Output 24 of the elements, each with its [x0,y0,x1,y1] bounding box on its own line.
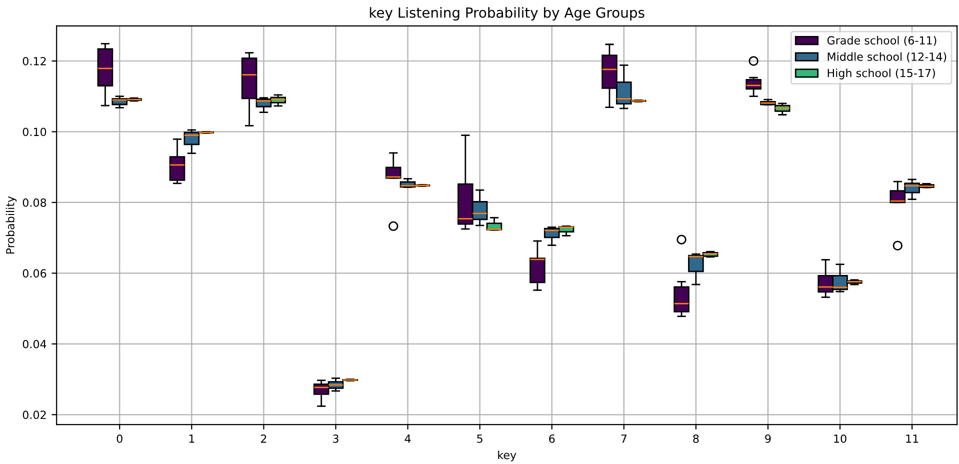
chart-title: key Listening Probability by Age Groups [370,7,644,21]
x-tick-label: 9 [765,434,771,443]
y-tick-label: 0.06 [22,269,46,278]
y-tick-label: 0.04 [22,340,46,348]
x-tick-label: 6 [549,434,555,443]
x-tick-label: 11 [906,434,918,443]
legend-label: Middle school (12-14) [828,52,946,62]
y-tick-label: 0.10 [22,128,46,136]
x-tick-label: 2 [260,434,266,443]
x-tick-label: 3 [333,434,338,443]
x-tick-label: 8 [693,434,699,443]
x-tick-label: 5 [477,434,482,443]
x-axis-title: key [498,450,516,462]
legend-label: High school (15-17) [828,68,935,80]
x-tick-label: 0 [116,434,122,443]
y-tick-label: 0.02 [22,410,46,420]
legend-label: Grade school (6-11) [827,36,936,46]
y-axis-title: Probability [6,196,17,254]
y-tick-label: 0.12 [22,56,46,66]
x-tick-label: 1 [189,434,194,443]
x-tick-label: 7 [621,434,626,443]
y-tick-label: 0.08 [22,198,46,207]
x-tick-label: 4 [404,434,411,443]
x-tick-label: 10 [834,434,846,443]
